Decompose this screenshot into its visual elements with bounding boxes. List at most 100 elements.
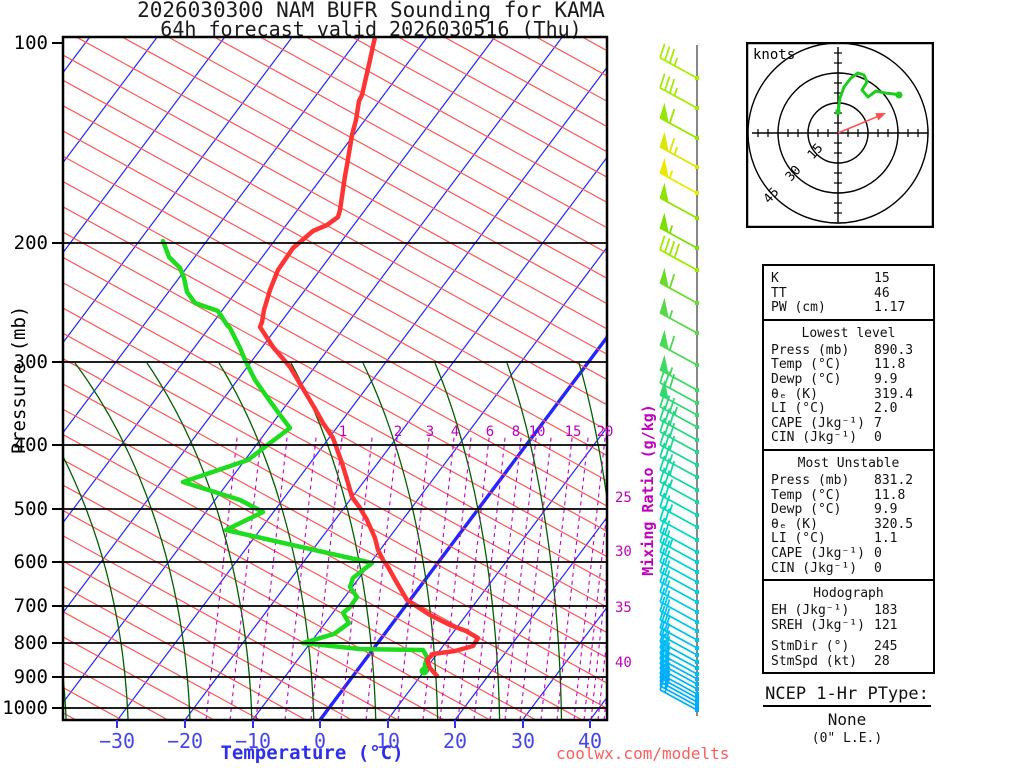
stat-value: 320.5 <box>874 516 914 532</box>
stat-row: CAPE (Jkg⁻¹) 0 <box>771 546 933 561</box>
stat-label: CAPE (Jkg⁻¹) <box>771 415 865 431</box>
temperature-tick-label: 30 <box>511 729 535 753</box>
pressure-tick-label: 400 <box>14 434 48 456</box>
mixing-ratio-label: 3 <box>426 424 434 440</box>
stat-label: StmSpd (kt) <box>771 653 858 669</box>
stat-value: 831.2 <box>874 472 914 488</box>
mixing-ratio-label: 8 <box>512 424 520 440</box>
stats-section-title: Lowest level <box>801 325 896 341</box>
stat-label: Dewp (°C) <box>771 371 842 387</box>
stat-label: LI (°C) <box>771 531 826 547</box>
stat-label: θₑ (K) <box>771 386 818 402</box>
wind-barb <box>659 267 699 305</box>
wind-barb <box>659 157 699 195</box>
wind-barb <box>659 547 699 584</box>
pressure-tick-label: 800 <box>14 632 48 654</box>
stat-row: θₑ (K) 320.5 <box>771 517 933 532</box>
wind-barb <box>659 492 699 529</box>
ptype-title: NCEP 1-Hr PType: <box>763 684 931 707</box>
mixing-ratio-label: 20 <box>597 424 614 440</box>
mixing-ratio-axis-label: Mixing Ratio (g/kg) <box>639 404 657 576</box>
stat-value: 121 <box>874 617 898 633</box>
wind-barb <box>659 212 699 250</box>
wind-barb <box>659 587 699 624</box>
stat-row: LI (°C) 1.1 <box>771 531 933 546</box>
temperature-tick-label: 40 <box>578 729 602 753</box>
temperature-tick-label: −10 <box>235 729 271 753</box>
stats-section: Most Unstable Press (mb) 831.2 Temp (°C) 11.… <box>764 448 933 579</box>
wind-barb <box>659 467 699 504</box>
stat-value: 0 <box>874 430 882 446</box>
pressure-tick-label: 200 <box>14 232 48 254</box>
wind-barb <box>659 297 699 335</box>
stat-label: Temp (°C) <box>771 357 842 373</box>
temperature-tick-label: −30 <box>99 729 135 753</box>
wind-barb <box>659 527 699 564</box>
stat-label: StmDir (°) <box>771 639 850 655</box>
stats-table: K 15 TT 46 PW (cm) 1.17 Lowest level Press (mb)… <box>762 264 935 675</box>
watermark-text: coolwx.com/modelts <box>556 744 730 763</box>
stat-row: LI (°C) 2.0 <box>771 401 933 416</box>
stat-label: EH (Jkg⁻¹) <box>771 603 850 619</box>
mixing-ratio-labels: 1 2 3 4 6 8 10 15 20 25 30 35 40 <box>339 424 632 671</box>
mixing-ratio-label: 6 <box>486 424 494 440</box>
stat-label: LI (°C) <box>771 401 826 417</box>
stats-section: Hodograph EH (Jkg⁻¹) 183 SREH (Jkg⁻¹) 121 Stm… <box>764 579 933 672</box>
stats-section: K 15 TT 46 PW (cm) 1.17 <box>764 266 933 319</box>
stat-row: Temp (°C) 11.8 <box>771 488 933 503</box>
wind-barb <box>659 329 699 367</box>
stat-row: Press (mb) 831.2 <box>771 473 933 488</box>
stats-section: Lowest level Press (mb) 890.3 Temp (°C) 11.8… <box>764 318 933 449</box>
wind-barb <box>659 480 699 517</box>
mixing-ratio-label: 10 <box>529 424 546 440</box>
wind-barb <box>659 577 699 614</box>
stat-label: θₑ (K) <box>771 516 818 532</box>
stats-gap <box>771 632 933 639</box>
stat-label: CIN (Jkg⁻¹) <box>771 430 858 446</box>
moist-adiabat-lines <box>63 362 607 720</box>
pressure-gridlines <box>63 242 607 709</box>
stat-value: 0 <box>874 560 882 576</box>
stat-row: CIN (Jkg⁻¹) 0 <box>771 561 933 576</box>
pressure-tick-label: 600 <box>14 551 48 573</box>
storm-motion-arrow <box>837 114 881 134</box>
stat-value: 319.4 <box>874 386 914 402</box>
wind-barb <box>659 442 699 479</box>
stat-label: Press (mb) <box>771 472 850 488</box>
temperature-tick-label: 0 <box>314 729 326 753</box>
wind-barb <box>659 517 699 554</box>
wind-barb <box>659 73 699 110</box>
stat-value: 2.0 <box>874 401 898 417</box>
wind-barb <box>659 430 699 467</box>
stat-value: 7 <box>874 415 882 431</box>
stat-value: 890.3 <box>874 342 914 358</box>
dewpoint-trace <box>160 238 430 674</box>
stat-label: SREH (Jkg⁻¹) <box>771 617 865 633</box>
temperature-trace <box>257 37 481 679</box>
stat-row: CAPE (Jkg⁻¹) 7 <box>771 416 933 431</box>
wind-barb <box>659 405 699 442</box>
stat-value: 11.8 <box>874 357 906 373</box>
mixing-ratio-label: 35 <box>615 600 632 616</box>
stat-value: 183 <box>874 603 898 619</box>
stat-row: StmDir (°) 245 <box>771 639 933 654</box>
stat-label: TT <box>771 285 787 301</box>
wind-barb <box>659 102 699 140</box>
ptype-liquid-equivalent: (0" L.E.) <box>811 731 883 746</box>
mixing-ratio-label: 15 <box>565 424 582 440</box>
stat-value: 11.8 <box>874 487 906 503</box>
stat-row: TT 46 <box>771 286 933 301</box>
wind-barb <box>659 567 699 604</box>
wind-barb <box>659 537 699 574</box>
stat-label: CIN (Jkg⁻¹) <box>771 560 858 576</box>
mixing-ratio-label: 1 <box>339 424 347 440</box>
stat-row: StmSpd (kt) 28 <box>771 654 933 669</box>
stat-row: Dewp (°C) 9.9 <box>771 372 933 387</box>
wind-barb <box>659 235 699 272</box>
stat-label: K <box>771 271 779 286</box>
stat-value: 245 <box>874 639 898 655</box>
stat-row: EH (Jkg⁻¹) 183 <box>771 603 933 618</box>
